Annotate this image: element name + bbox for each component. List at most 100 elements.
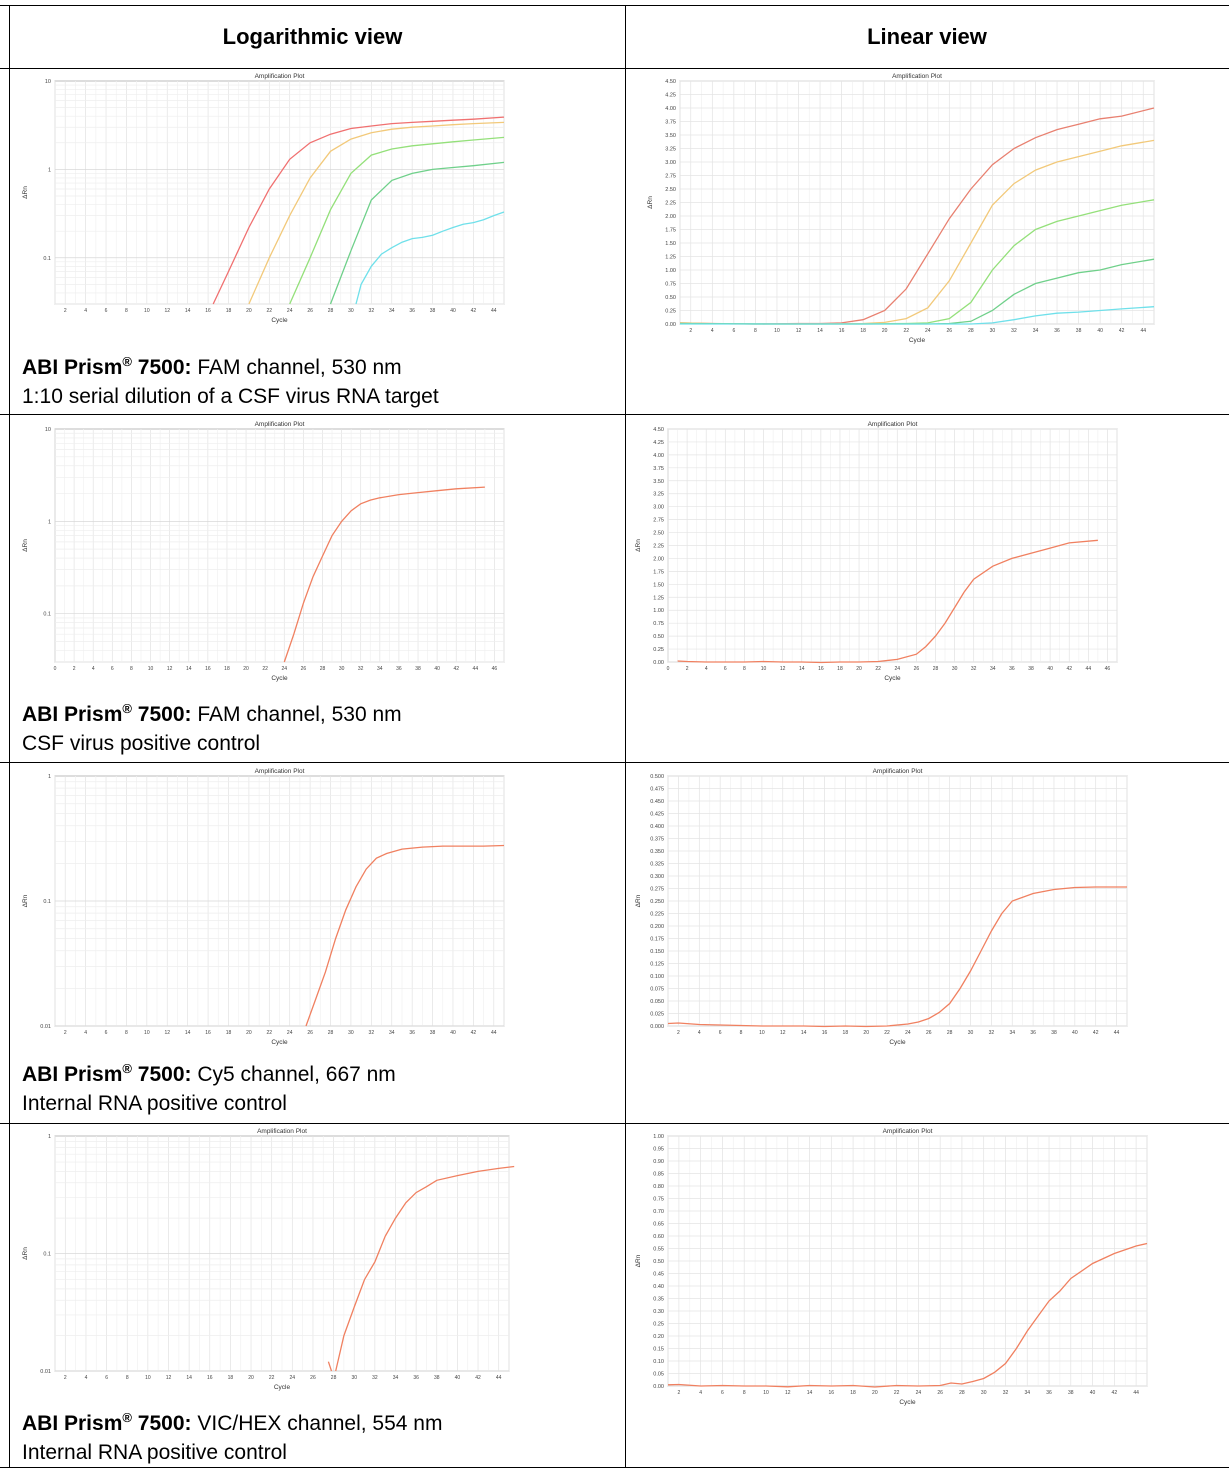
x-tick-label: 18: [860, 328, 866, 334]
x-tick-label: 8: [125, 308, 128, 314]
plot-area: [54, 428, 505, 663]
x-tick-label: 12: [780, 666, 786, 672]
table-column-divider: [625, 5, 626, 1468]
x-tick-label: 8: [130, 666, 133, 672]
x-tick-label: 32: [358, 666, 364, 672]
x-tick-label: 8: [740, 1030, 743, 1036]
x-tick-label: 12: [785, 1390, 791, 1396]
x-tick-label: 20: [856, 666, 862, 672]
x-tick-label: 24: [290, 1375, 296, 1381]
x-tick-label: 40: [1072, 1030, 1078, 1036]
caption-brand: ABI Prism® 7500:: [22, 1410, 192, 1435]
x-tick-label: 38: [1028, 666, 1034, 672]
header-right-label: Linear view: [867, 24, 987, 49]
y-tick-label: 0.90: [653, 1159, 664, 1165]
x-tick-label: 16: [829, 1390, 835, 1396]
caption-description: Internal RNA positive control: [22, 1441, 287, 1464]
y-tick-label: 4.00: [665, 106, 676, 112]
caption-description: CSF virus positive control: [22, 732, 261, 755]
amplification-plot-linear-3: Amplification Plot 0.000 0.025 0.050 0.075 0.…: [635, 768, 1128, 1046]
x-tick-label: 42: [1112, 1390, 1118, 1396]
x-axis-label: Cycle: [271, 1039, 288, 1046]
x-tick-label: 16: [205, 666, 211, 672]
y-tick-label: 0.70: [653, 1209, 664, 1215]
x-tick-label: 26: [307, 1030, 313, 1036]
y-tick-label: 2.75: [653, 518, 664, 524]
y-tick-label: 0.025: [650, 1012, 664, 1018]
x-tick-label: 24: [916, 1390, 922, 1396]
x-tick-label: 4: [85, 1375, 88, 1381]
series-line: [677, 539, 1098, 664]
x-tick-label: 10: [774, 328, 780, 334]
x-tick-label: 28: [320, 666, 326, 672]
chart-title: Amplification Plot: [255, 73, 305, 80]
x-tick-label: 42: [471, 308, 477, 314]
y-tick-label: 0.80: [653, 1184, 664, 1190]
y-tick-label: 1: [48, 519, 51, 525]
y-tick-label: 0.75: [653, 1197, 664, 1203]
x-tick-label: 16: [822, 1030, 828, 1036]
x-tick-label: 40: [450, 308, 456, 314]
y-tick-label: 0.000: [650, 1024, 664, 1030]
x-tick-label: 22: [903, 328, 909, 334]
y-tick-label: 3.25: [653, 492, 664, 498]
x-tick-label: 18: [850, 1390, 856, 1396]
x-tick-label: 4: [92, 666, 95, 672]
series-line: [283, 486, 485, 663]
x-tick-label: 30: [351, 1375, 357, 1381]
x-tick-label: 44: [473, 666, 479, 672]
x-tick-label: 32: [1011, 328, 1017, 334]
x-tick-label: 8: [743, 1390, 746, 1396]
y-tick-label: 2.75: [665, 174, 676, 180]
x-tick-label: 28: [328, 1030, 334, 1036]
x-tick-label: 2: [686, 666, 689, 672]
x-tick-label: 8: [125, 1030, 128, 1036]
x-tick-label: 10: [144, 308, 150, 314]
series-line: [289, 136, 505, 305]
y-tick-label: 2.25: [665, 201, 676, 207]
y-tick-label: 0.25: [665, 309, 676, 315]
y-tick-label: 10: [45, 79, 51, 85]
x-tick-label: 2: [64, 1375, 67, 1381]
x-axis-label: Cycle: [909, 337, 926, 344]
x-tick-label: 28: [968, 328, 974, 334]
x-tick-label: 34: [389, 308, 395, 314]
x-tick-label: 28: [959, 1390, 965, 1396]
x-tick-label: 16: [839, 328, 845, 334]
x-tick-label: 12: [164, 308, 170, 314]
x-tick-label: 24: [905, 1030, 911, 1036]
x-tick-label: 22: [267, 1030, 273, 1036]
y-tick-label: 1.75: [653, 569, 664, 575]
x-axis-label: Cycle: [884, 675, 901, 682]
caption-row-3: ABI Prism® 7500: Cy5 channel, 667 nm Int…: [22, 1061, 396, 1115]
y-tick-label: 0.50: [653, 634, 664, 640]
x-tick-label: 20: [243, 666, 249, 672]
y-tick-label: 2.00: [653, 556, 664, 562]
chart-title: Amplification Plot: [892, 73, 942, 80]
caption-row-2: ABI Prism® 7500: FAM channel, 530 nm CSF…: [22, 701, 402, 755]
table-border-left: [9, 5, 10, 1468]
y-tick-label: 0.20: [653, 1334, 664, 1340]
x-tick-label: 20: [872, 1390, 878, 1396]
caption-brand: ABI Prism® 7500:: [22, 354, 192, 379]
x-tick-label: 24: [287, 1030, 293, 1036]
x-tick-label: 22: [884, 1030, 890, 1036]
x-tick-label: 40: [450, 1030, 456, 1036]
y-tick-label: 0.225: [650, 912, 664, 918]
x-tick-label: 18: [224, 666, 230, 672]
y-tick-label: 0.475: [650, 787, 664, 793]
y-tick-label: 3.50: [653, 479, 664, 485]
x-tick-label: 18: [228, 1375, 234, 1381]
x-tick-label: 26: [914, 666, 920, 672]
y-tick-label: 3.00: [665, 160, 676, 166]
x-tick-label: 44: [1140, 328, 1146, 334]
y-axis-label: ΔRn: [647, 196, 654, 209]
y-tick-label: 2.25: [653, 544, 664, 550]
x-tick-label: 26: [947, 328, 953, 334]
x-tick-label: 34: [389, 1030, 395, 1036]
y-tick-label: 0.60: [653, 1234, 664, 1240]
x-tick-label: 6: [719, 1030, 722, 1036]
x-tick-label: 4: [84, 308, 87, 314]
y-axis-label: ΔRn: [22, 1247, 29, 1260]
